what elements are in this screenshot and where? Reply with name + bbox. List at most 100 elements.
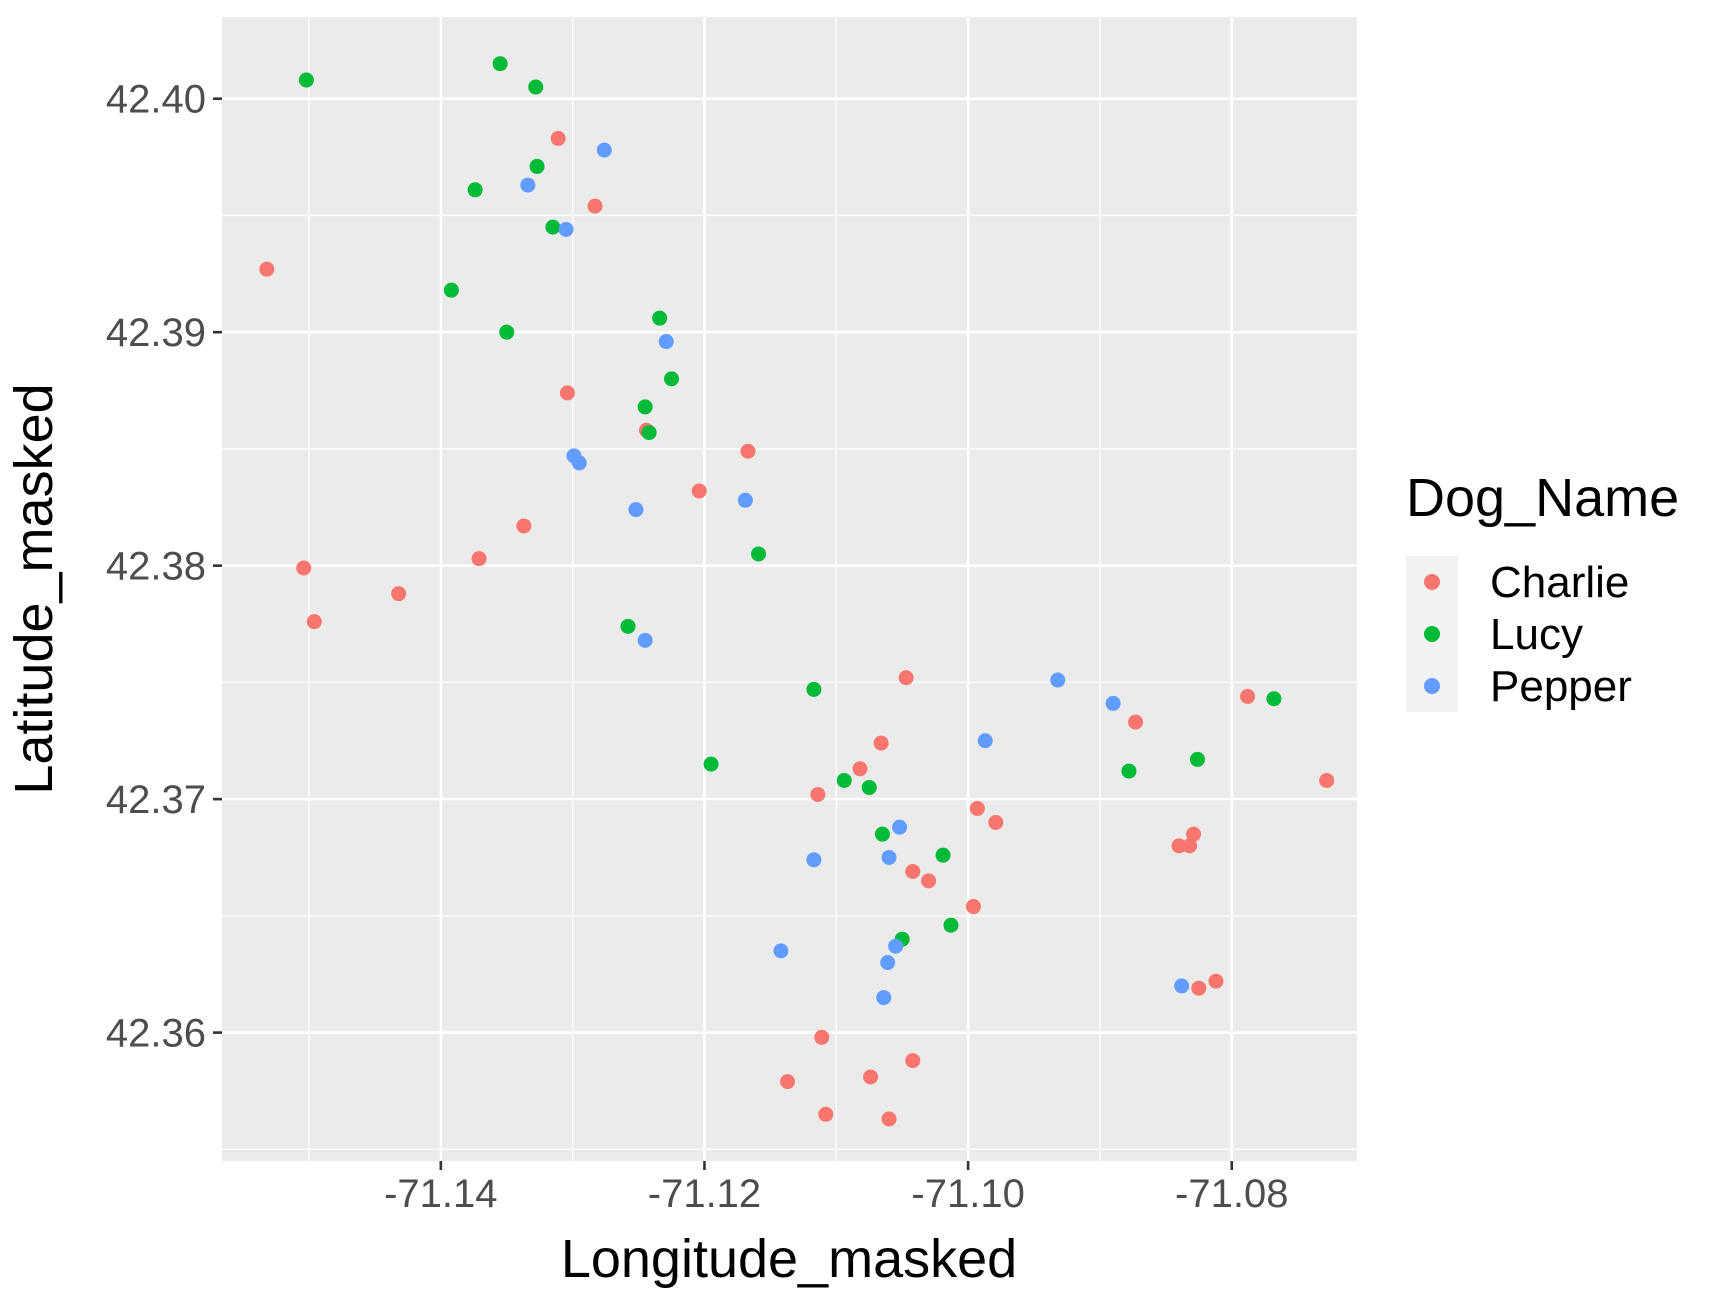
data-point-charlie	[259, 261, 275, 277]
x-tick-label: -71.08	[1175, 1172, 1288, 1216]
x-tick-label: -71.14	[384, 1172, 497, 1216]
y-tick-label: 42.38	[106, 545, 206, 589]
legend-label-lucy: Lucy	[1490, 610, 1583, 659]
data-point-lucy	[620, 618, 636, 634]
data-point-charlie	[818, 1106, 834, 1122]
data-point-lucy	[499, 324, 515, 340]
data-point-charlie	[780, 1074, 796, 1090]
data-point-pepper	[888, 938, 904, 954]
data-point-lucy	[545, 219, 561, 235]
data-point-lucy	[703, 756, 719, 772]
data-point-charlie	[559, 385, 575, 401]
data-point-charlie	[1191, 980, 1207, 996]
data-point-lucy	[528, 79, 544, 95]
data-point-charlie	[1128, 714, 1144, 730]
data-point-pepper	[520, 177, 536, 193]
data-point-lucy	[806, 681, 822, 697]
legend-title: Dog_Name	[1406, 468, 1679, 528]
data-points	[259, 56, 1335, 1127]
data-point-charlie	[898, 670, 914, 686]
data-point-charlie	[691, 483, 707, 499]
data-point-pepper	[977, 733, 993, 749]
data-point-charlie	[550, 130, 566, 146]
data-point-lucy	[641, 425, 657, 441]
y-axis-tick-labels: 42.36 42.37 42.38 42.39 42.40	[106, 78, 206, 1056]
x-axis-title: Longitude_masked	[561, 1229, 1017, 1289]
data-point-pepper	[558, 221, 574, 237]
data-point-charlie	[881, 1111, 897, 1127]
data-point-lucy	[492, 56, 508, 72]
legend-label-charlie: Charlie	[1490, 558, 1629, 607]
data-point-charlie	[969, 800, 985, 816]
x-tick-label: -71.10	[911, 1172, 1024, 1216]
y-tick-label: 42.37	[106, 778, 206, 822]
data-point-charlie	[905, 1053, 921, 1069]
major-gridlines	[222, 17, 1357, 1161]
data-point-charlie	[296, 560, 312, 576]
data-point-charlie	[863, 1069, 879, 1085]
data-point-pepper	[637, 632, 653, 648]
data-point-charlie	[587, 198, 603, 214]
data-point-lucy	[443, 282, 459, 298]
data-point-charlie	[306, 614, 322, 630]
data-point-charlie	[873, 735, 889, 751]
data-point-charlie	[391, 586, 407, 602]
data-point-pepper	[881, 849, 897, 865]
data-point-charlie	[921, 873, 937, 889]
data-point-charlie	[905, 863, 921, 879]
data-point-pepper	[773, 943, 789, 959]
data-point-charlie	[988, 814, 1004, 830]
data-point-charlie	[814, 1029, 830, 1045]
series-lucy	[298, 56, 1282, 947]
data-point-lucy	[652, 310, 668, 326]
data-point-charlie	[1186, 826, 1202, 842]
y-axis-ticks	[213, 97, 222, 1034]
legend-key-charlie	[1424, 574, 1440, 590]
data-point-charlie	[852, 761, 868, 777]
data-point-lucy	[935, 847, 951, 863]
data-point-pepper	[596, 142, 612, 158]
data-point-charlie	[1182, 838, 1198, 854]
data-point-pepper	[737, 492, 753, 508]
data-point-pepper	[876, 990, 892, 1006]
data-point-pepper	[571, 455, 587, 471]
data-point-pepper	[880, 955, 896, 971]
x-axis-ticks	[439, 1161, 1234, 1170]
data-point-lucy	[637, 399, 653, 415]
data-point-pepper	[628, 502, 644, 518]
data-point-pepper	[1105, 695, 1121, 711]
series-pepper	[520, 142, 1190, 1006]
data-point-pepper	[806, 852, 822, 868]
x-tick-label: -71.12	[648, 1172, 761, 1216]
data-point-lucy	[861, 779, 877, 795]
data-point-lucy	[1121, 763, 1137, 779]
x-axis-tick-labels: -71.14 -71.12 -71.10 -71.08	[384, 1172, 1288, 1216]
data-point-charlie	[471, 551, 487, 567]
data-point-charlie	[516, 518, 532, 534]
data-point-charlie	[1240, 688, 1256, 704]
legend-key-lucy	[1424, 626, 1440, 642]
data-point-charlie	[1171, 838, 1187, 854]
data-point-pepper	[1050, 672, 1066, 688]
data-point-lucy	[664, 371, 680, 387]
legend-key-pepper	[1424, 678, 1440, 694]
y-tick-label: 42.36	[106, 1012, 206, 1056]
data-point-pepper	[892, 819, 908, 835]
data-point-charlie	[965, 899, 981, 915]
y-axis-title: Latitude_masked	[4, 383, 64, 794]
data-point-lucy	[751, 546, 767, 562]
data-point-lucy	[298, 72, 314, 88]
data-point-lucy	[529, 158, 545, 174]
data-point-charlie	[740, 443, 756, 459]
data-point-lucy	[1266, 691, 1282, 707]
data-point-lucy	[836, 772, 852, 788]
data-point-pepper	[658, 334, 674, 350]
minor-gridlines	[222, 17, 1365, 1161]
y-tick-label: 42.40	[106, 78, 206, 122]
series-charlie	[259, 130, 1335, 1127]
plot-panel	[222, 17, 1357, 1161]
data-point-charlie	[1208, 973, 1224, 989]
